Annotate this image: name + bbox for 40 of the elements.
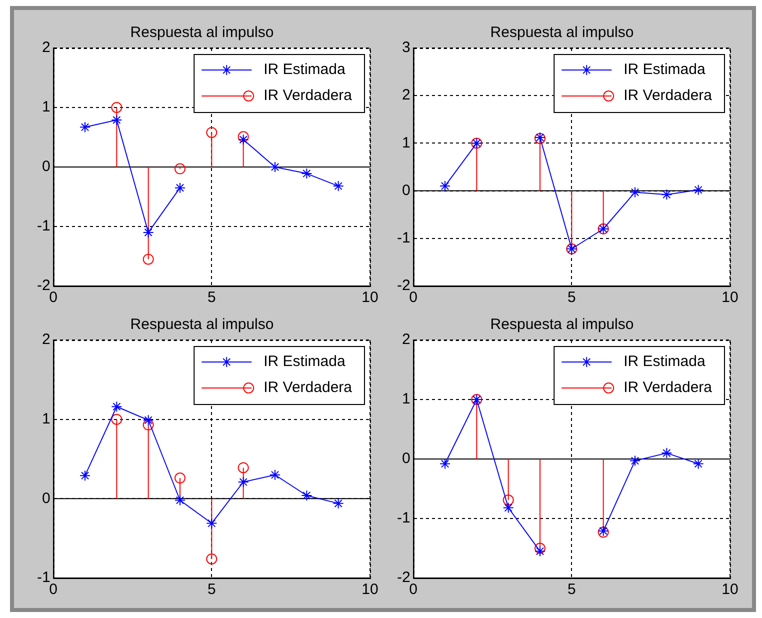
chart-title: Respuesta al impulso: [130, 316, 274, 334]
legend-label: IR Verdadera: [624, 87, 713, 104]
x-tick-label: 5: [567, 581, 576, 598]
legend-label: IR Estimada: [264, 353, 346, 370]
legend-label: IR Estimada: [624, 353, 706, 370]
legend-label: IR Estimada: [624, 61, 706, 78]
y-tick-label: 1: [42, 98, 50, 116]
legend-label: IR Verdadera: [264, 379, 353, 396]
legend-label: IR Verdadera: [264, 87, 353, 104]
x-tick-label: 10: [362, 289, 378, 306]
x-tick-label: 10: [722, 581, 738, 598]
y-tick-label: -2: [36, 277, 50, 294]
x-tick-label: 5: [207, 581, 216, 598]
y-tick-label: -2: [396, 277, 410, 294]
y-tick-label: -1: [36, 569, 50, 586]
y-tick-label: -1: [396, 510, 410, 527]
chart-title: Respuesta al impulso: [490, 24, 634, 42]
x-tick-label: 5: [207, 289, 216, 306]
x-tick-label: 10: [722, 289, 738, 306]
y-tick-label: -2: [396, 569, 410, 586]
y-tick-label: 2: [42, 331, 50, 348]
y-tick-label: 0: [402, 182, 410, 199]
legend-label: IR Verdadera: [624, 379, 713, 396]
y-tick-label: -1: [396, 230, 410, 247]
y-tick-label: 3: [402, 39, 410, 56]
y-tick-label: 1: [402, 134, 410, 152]
y-tick-label: 1: [402, 390, 410, 408]
y-tick-label: 2: [402, 86, 410, 104]
y-tick-label: 0: [42, 158, 50, 176]
y-tick-label: 1: [42, 410, 50, 428]
y-tick-label: 0: [42, 490, 50, 507]
x-tick-label: 5: [567, 289, 576, 306]
y-tick-label: 2: [42, 39, 50, 56]
chart-title: Respuesta al impulso: [490, 316, 634, 334]
chart-title: Respuesta al impulso: [130, 24, 274, 42]
y-tick-label: 0: [402, 450, 410, 468]
x-tick-label: 10: [362, 581, 378, 598]
y-tick-label: 2: [402, 331, 410, 348]
y-tick-label: -1: [36, 218, 50, 235]
legend-label: IR Estimada: [264, 61, 346, 78]
